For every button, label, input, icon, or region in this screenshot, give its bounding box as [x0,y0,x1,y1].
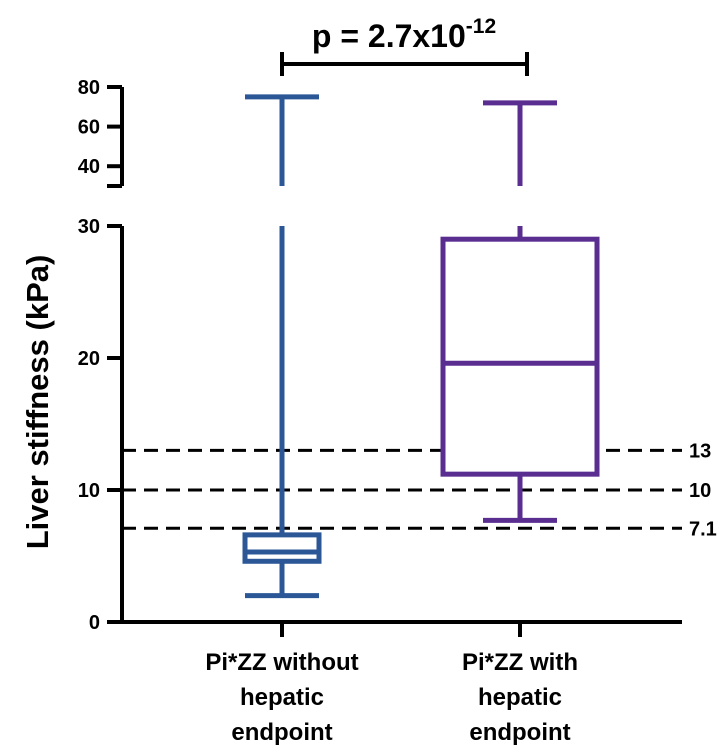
p-value-text: p = 2.7x10 [312,18,466,54]
y-axis-label: Liver stiffness (kPa) [20,255,55,550]
box-2 [440,100,600,523]
category-label: Pi*ZZ with hepatic endpoint [462,649,578,746]
y-tick-label: 0 [89,612,100,634]
p-value-label: p = 2.7x10-12 [312,15,496,54]
category-label: Pi*ZZ without hepatic endpoint [205,649,358,746]
y-tick-label: 20 [78,348,100,370]
reference-line-label: 13 [689,440,711,462]
box-1 [242,94,322,599]
p-value-exponent: -12 [466,15,496,38]
y-tick-label: 10 [78,480,100,502]
significance-annotation: p = 2.7x10-12 [280,15,529,76]
iqr-box [242,532,322,564]
reference-line-label: 10 [689,480,711,502]
iqr-box [440,236,600,477]
y-tick-label: 30 [78,216,100,238]
reference-line-label: 7.1 [689,518,717,540]
axes: 0 10 20 30 40 60 80 [78,77,682,637]
y-tick-label: 40 [78,156,100,178]
y-tick-label: 80 [78,77,100,99]
category-labels: Pi*ZZ without hepatic endpoint Pi*ZZ with he… [205,649,578,746]
y-tick-label: 60 [78,117,100,139]
reference-lines: 13 10 7.1 [122,440,717,540]
boxes [242,94,600,599]
